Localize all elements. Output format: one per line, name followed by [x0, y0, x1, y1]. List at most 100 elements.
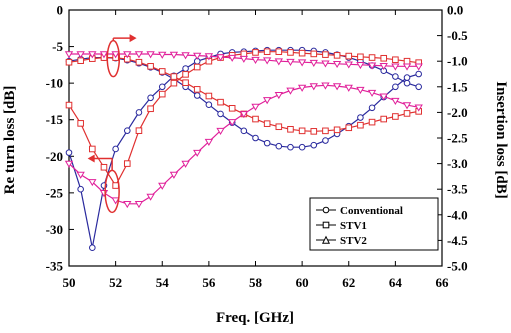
- stv2-return-loss-point: [158, 182, 167, 190]
- stv2-return-loss-point: [76, 171, 85, 179]
- x-tick-label: 60: [296, 275, 309, 290]
- stv1-return-loss-point: [298, 49, 306, 57]
- stv1-return-loss-point: [310, 50, 318, 58]
- x-tick-label: 52: [109, 275, 122, 290]
- stv2-insertion-loss-point: [262, 57, 272, 65]
- y-left-tick-label: 0: [57, 3, 64, 18]
- stv2-return-loss-point: [391, 97, 400, 105]
- legend-label: STV1: [340, 220, 367, 232]
- legend-marker: [322, 206, 330, 214]
- conventional-insertion-loss-point: [415, 70, 422, 78]
- stv2-return-loss-point: [88, 179, 97, 187]
- y-left-tick-label: -25: [46, 185, 64, 200]
- stv2-return-loss-point: [123, 201, 132, 209]
- stv1-return-loss-point: [147, 105, 154, 113]
- stv2-insertion-loss-point: [99, 51, 109, 59]
- stv2-insertion-loss-point: [309, 59, 318, 68]
- stv2-return-loss-point: [228, 119, 237, 127]
- stv2-return-loss-point: [134, 201, 144, 209]
- stv2-return-loss-point: [181, 160, 190, 168]
- stv2-insertion-loss-point: [379, 63, 388, 71]
- stv1-return-loss-point: [158, 90, 166, 98]
- stv1-return-loss-point: [392, 56, 399, 64]
- conventional-return-loss-point: [392, 73, 399, 80]
- stv1-insertion-loss-point: [275, 123, 283, 131]
- stv1-insertion-loss-point: [77, 57, 84, 64]
- stv2-return-loss-point: [367, 89, 377, 97]
- stv2-insertion-loss-point: [344, 61, 353, 69]
- x-tick-label: 64: [389, 275, 403, 290]
- y-left-tick-label: -20: [46, 149, 63, 164]
- y-right-tick-label: -4.5: [447, 233, 468, 248]
- conventional-insertion-loss-point: [298, 143, 306, 151]
- stv2-insertion-loss-point: [402, 63, 412, 71]
- stv1-return-loss-point: [380, 54, 388, 62]
- stv1-insertion-loss-point: [345, 124, 353, 132]
- conventional-insertion-loss-point: [217, 110, 224, 118]
- stv2-insertion-loss-point: [274, 58, 283, 66]
- conventional-return-loss-point: [77, 185, 84, 193]
- stv2-insertion-loss-point: [356, 61, 365, 70]
- stv1-return-loss-point: [65, 101, 73, 109]
- conventional-insertion-loss-point: [357, 114, 364, 121]
- stv1-insertion-loss-point: [322, 127, 329, 135]
- y-axis-left-title: Re turn loss [dB]: [2, 86, 18, 195]
- conventional-insertion-loss-point: [252, 134, 259, 142]
- conventional-insertion-loss-point: [275, 142, 283, 150]
- stv2-insertion-loss-point: [286, 58, 295, 66]
- y-right-tick-label: 0.0: [447, 3, 463, 18]
- stv1-insertion-loss-point: [287, 125, 294, 133]
- x-axis-title: Freq. [GHz]: [216, 310, 294, 326]
- stv1-insertion-loss-point: [252, 115, 259, 123]
- stv2-insertion-loss-point: [228, 54, 237, 62]
- stv1-insertion-loss-point: [357, 121, 364, 129]
- series-layer: [64, 46, 423, 252]
- stv2-insertion-loss-point: [391, 63, 400, 71]
- y-right-tick-label: -4.0: [447, 207, 468, 222]
- stv2-return-loss-point: [379, 93, 388, 101]
- y-left-tick-label: -5: [52, 39, 63, 54]
- stv2-return-loss-point: [321, 82, 330, 90]
- stv2-insertion-loss-point: [134, 51, 144, 59]
- stv1-return-loss-line: [68, 51, 419, 187]
- stv2-insertion-loss-point: [193, 52, 202, 60]
- stv2-return-loss-point: [146, 193, 155, 201]
- stv2-insertion-loss-series: [64, 51, 423, 71]
- y-left-tick-label: -35: [46, 259, 64, 274]
- legend-marker: [321, 235, 331, 244]
- y-right-tick-label: -1.5: [447, 79, 468, 94]
- stv2-insertion-loss-point: [146, 51, 155, 59]
- y-right-tick-label: -1.0: [447, 54, 468, 69]
- stv1-insertion-loss-point: [310, 128, 318, 135]
- stv2-insertion-loss-point: [414, 63, 423, 71]
- legend: Conventional STV1 STV2: [309, 197, 439, 251]
- conventional-insertion-loss-point: [287, 143, 294, 151]
- conventional-return-loss-point: [147, 94, 154, 102]
- stv1-return-loss-point: [170, 79, 178, 87]
- stv2-insertion-loss-point: [76, 51, 85, 59]
- conventional-return-loss-point: [158, 83, 166, 91]
- conventional-insertion-loss-point: [310, 141, 318, 149]
- annotation-layer: [87, 34, 137, 214]
- x-tick-label: 50: [63, 275, 76, 290]
- legend-box: [309, 197, 439, 251]
- conventional-insertion-loss-point: [193, 92, 201, 99]
- stv2-insertion-loss-point: [321, 60, 330, 68]
- stv1-insertion-loss-point: [205, 92, 213, 100]
- stv1-insertion-loss-point: [217, 98, 224, 106]
- y-axis-right-title: Insertion loss [dB]: [493, 81, 509, 199]
- stv2-return-loss-point: [356, 86, 365, 95]
- conventional-insertion-loss-point: [205, 101, 213, 109]
- stv2-return-loss-point: [262, 97, 272, 105]
- stv2-insertion-loss-point: [158, 51, 167, 59]
- stv1-insertion-loss-point: [193, 86, 201, 93]
- stv1-return-loss-point: [263, 48, 271, 55]
- y-left-tick-label: -10: [46, 76, 63, 91]
- stv1-return-loss-point: [322, 51, 329, 58]
- stv2-insertion-loss-point: [169, 51, 179, 59]
- stv1-insertion-loss-point: [263, 120, 271, 127]
- stv2-insertion-loss-point: [216, 54, 225, 62]
- stv1-return-loss-point: [100, 163, 108, 171]
- stv1-insertion-loss-series: [65, 54, 422, 135]
